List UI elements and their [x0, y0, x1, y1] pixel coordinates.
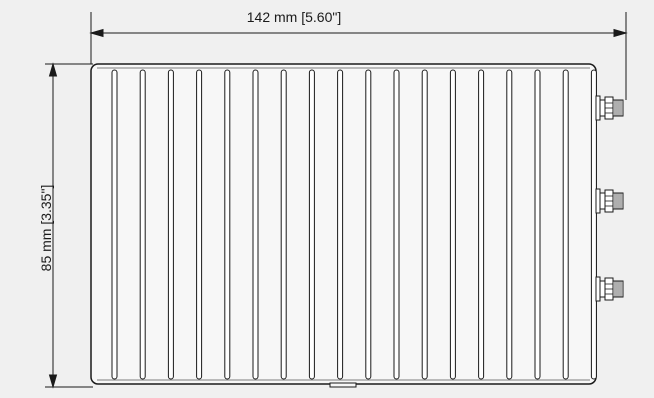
- cooling-fin: [534, 69, 541, 380]
- arrowhead-top: [48, 62, 58, 77]
- arrowhead-left: [89, 28, 104, 38]
- cooling-fin: [196, 69, 203, 380]
- cooling-fins: [111, 69, 597, 380]
- sma-connector-icon: [595, 188, 624, 214]
- connectors: [595, 95, 624, 302]
- arrowhead-right: [613, 28, 628, 38]
- cooling-fin: [139, 69, 146, 380]
- height-dimension-label: 85 mm [3.35"]: [38, 184, 54, 272]
- arrowhead-bottom: [48, 374, 58, 389]
- bottom-tab: [329, 382, 357, 388]
- cooling-fin: [280, 69, 287, 380]
- sma-connector-icon: [595, 95, 624, 121]
- cooling-fin: [562, 69, 569, 380]
- cooling-fin: [506, 69, 513, 380]
- cooling-fin: [111, 69, 118, 380]
- height-dimension-line: [45, 62, 93, 389]
- cooling-fin: [478, 69, 485, 380]
- width-dimension-label: 142 mm [5.60"]: [246, 9, 342, 25]
- cooling-fin: [449, 69, 456, 380]
- cooling-fin: [224, 69, 231, 380]
- sma-connector-icon: [595, 276, 624, 302]
- cooling-fin: [421, 69, 428, 380]
- width-dimension-line: [89, 12, 628, 100]
- cooling-fin: [252, 69, 259, 380]
- enclosure-body: [90, 63, 597, 385]
- cooling-fin: [337, 69, 344, 380]
- cooling-fin: [308, 69, 315, 380]
- cooling-fin: [365, 69, 372, 380]
- cooling-fin: [393, 69, 400, 380]
- cooling-fin: [590, 69, 597, 380]
- cooling-fin: [167, 69, 174, 380]
